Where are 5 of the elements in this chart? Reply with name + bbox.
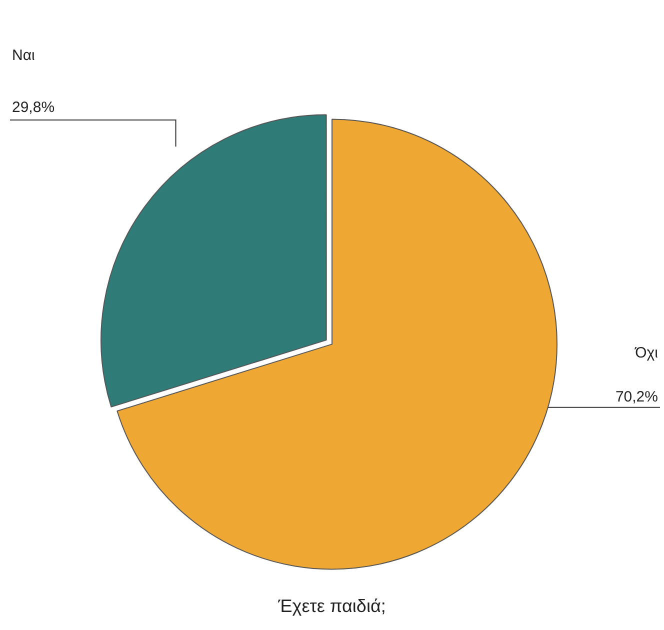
slice-label: Ναι (12, 47, 35, 64)
slice-label: Όχι (634, 344, 658, 362)
data-label: 29,8% (12, 99, 55, 116)
data-label: 70,2% (615, 388, 658, 406)
text: Έχετε παιδιά; (277, 596, 386, 616)
